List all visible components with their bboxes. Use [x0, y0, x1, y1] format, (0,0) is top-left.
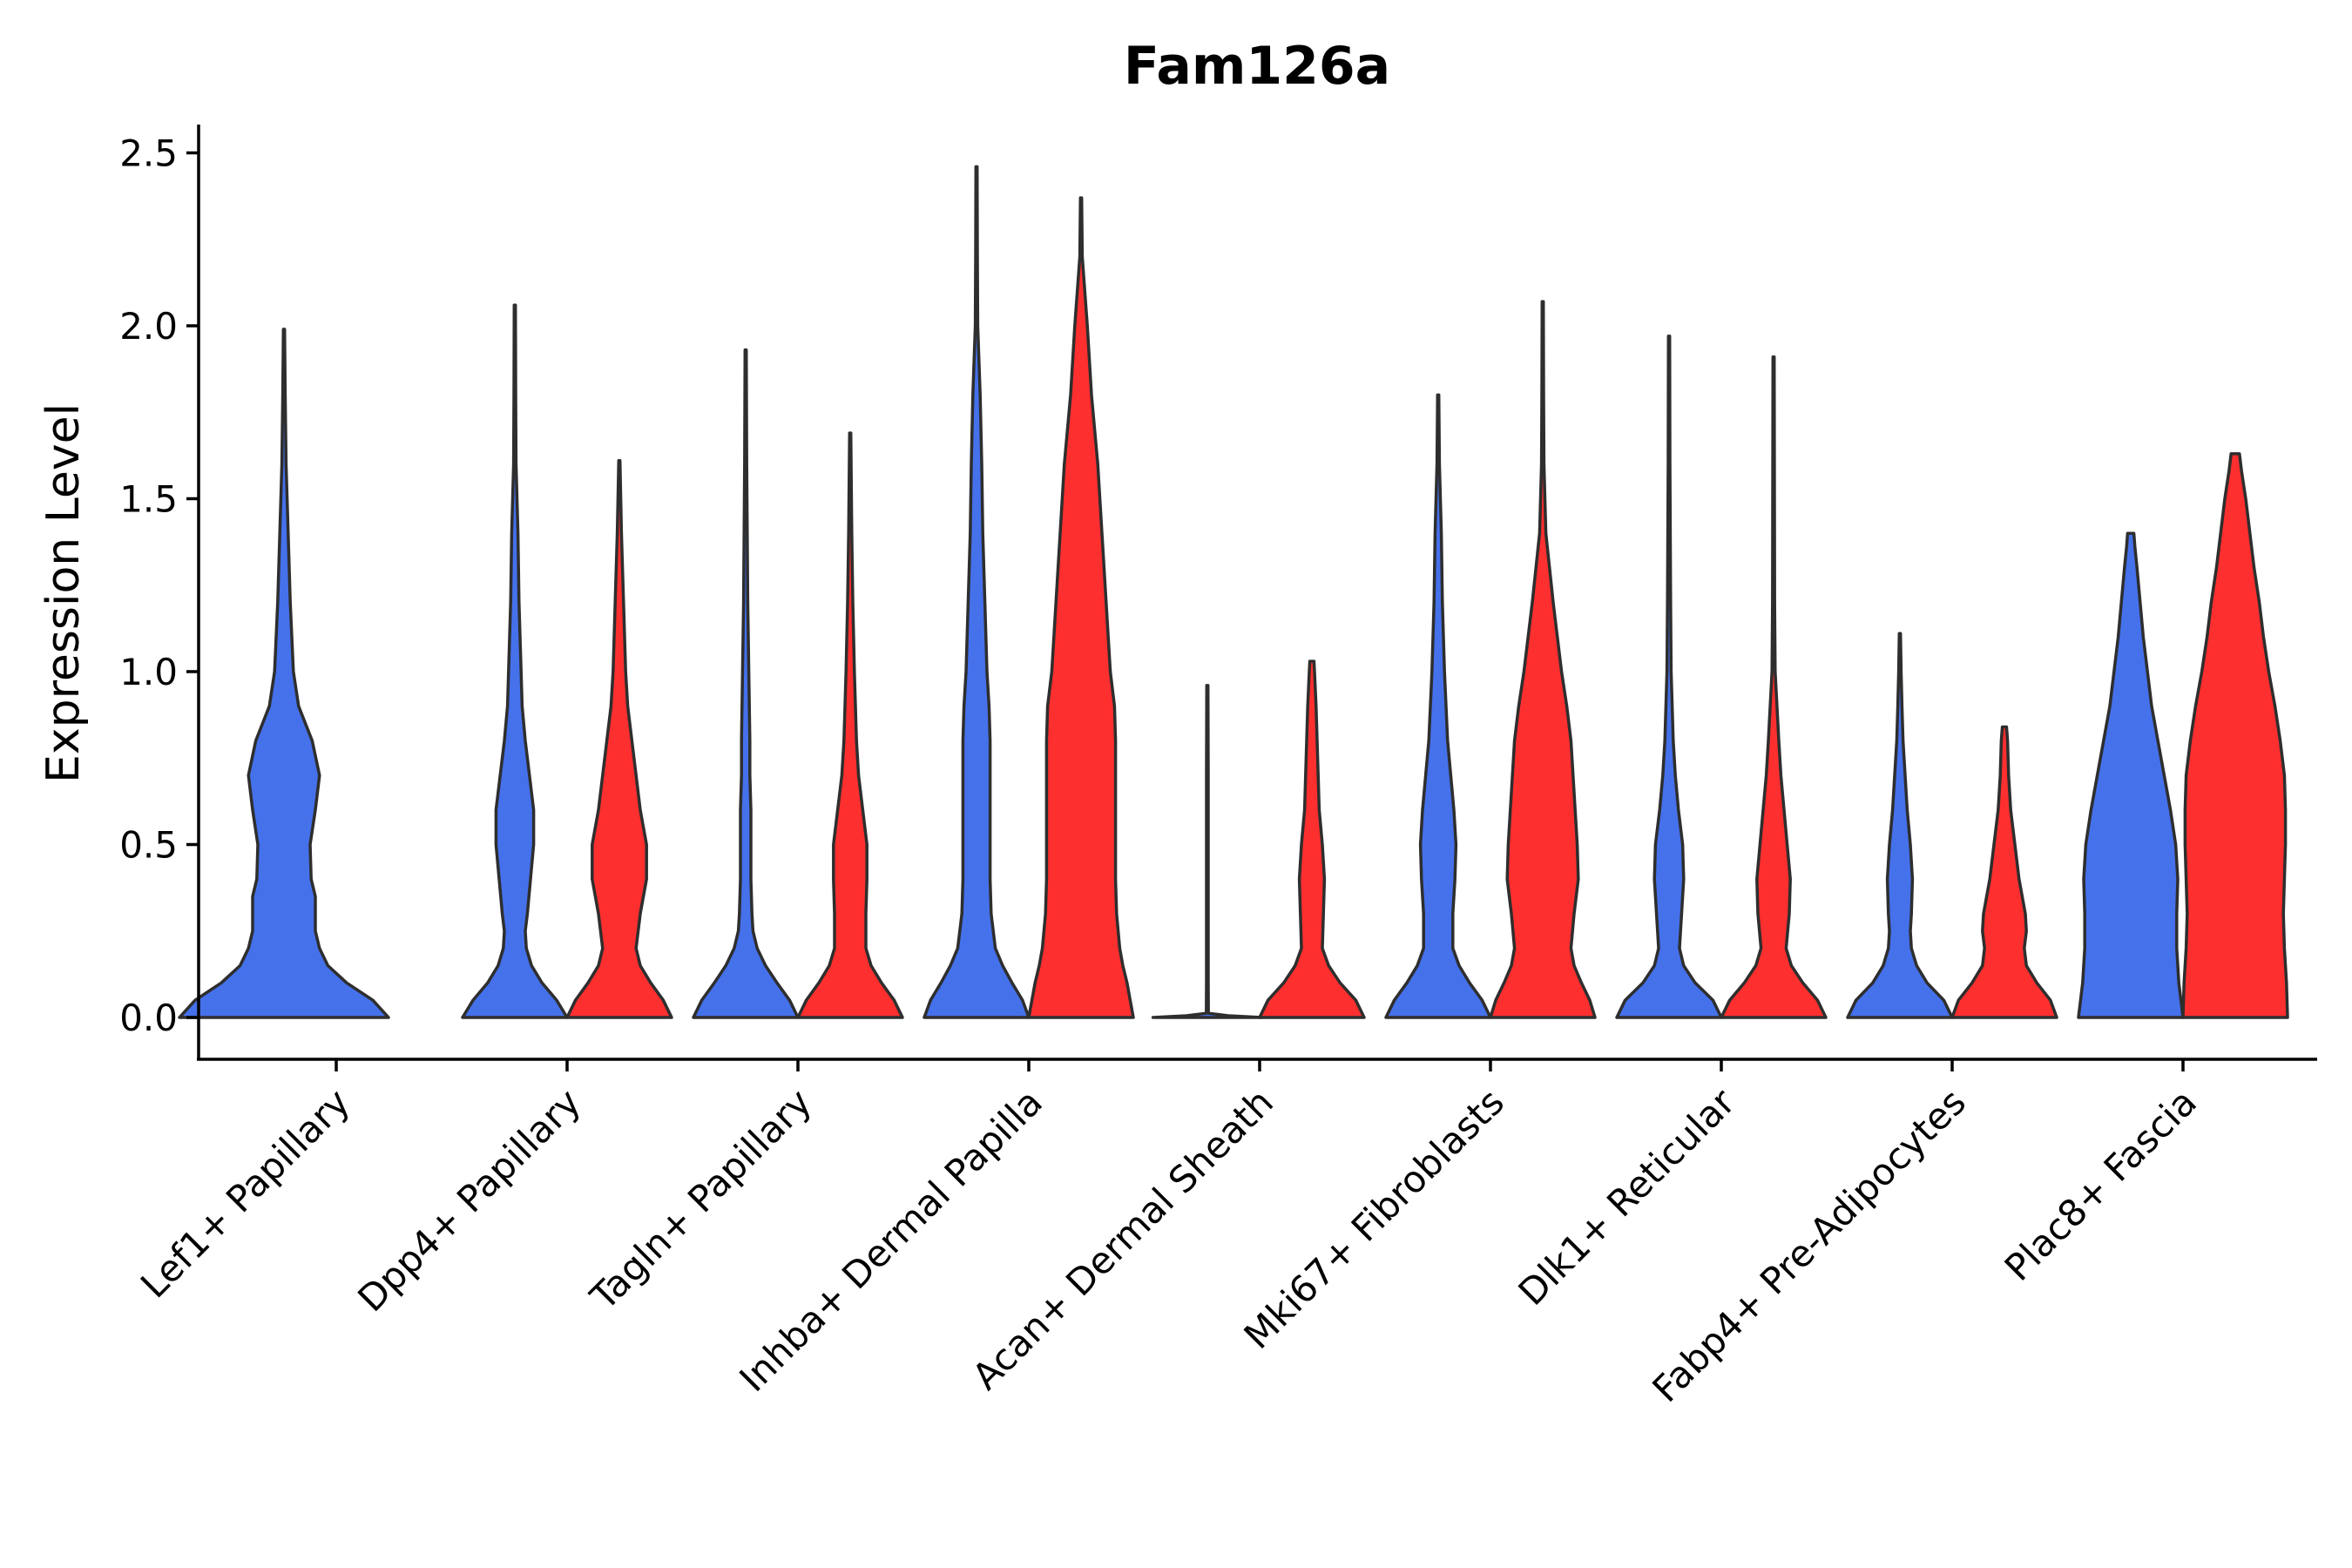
- y-axis-label: Expression Level: [37, 403, 90, 783]
- violin-group-1-5: [1151, 684, 1264, 1019]
- y-axis-ticks: 0.0 0.5 1.0 1.5 2.0 2.5: [119, 132, 199, 1039]
- y-tick-label: 2.0: [119, 305, 178, 348]
- x-tick-label: Dpp4+ Papillary: [349, 1080, 589, 1320]
- y-tick-label: 1.5: [119, 478, 178, 521]
- x-tick-label: Dlk1+ Reticular: [1511, 1080, 1744, 1314]
- violin-group-1-8: [1846, 632, 1954, 1019]
- violin-group-2-9: [2181, 452, 2289, 1019]
- violin-group-2-6: [1489, 300, 1597, 1019]
- y-tick-label: 1.0: [119, 651, 178, 693]
- violin-layer: [178, 165, 2289, 1019]
- violin-group-1-4: [923, 165, 1031, 1019]
- x-tick-label: Lef1+ Papillary: [132, 1080, 358, 1306]
- violin-group-2-4: [1027, 196, 1135, 1019]
- y-tick-label: 0.0: [119, 997, 178, 1039]
- violin-group-2-5: [1258, 659, 1366, 1019]
- y-tick-label: 0.5: [119, 824, 178, 867]
- violin-group-2-3: [796, 431, 904, 1019]
- violin-group-1-6: [1384, 393, 1492, 1019]
- x-tick-label: Tagln+ Papillary: [582, 1080, 820, 1318]
- violin-group-1-2: [461, 303, 569, 1019]
- violin-group-2-7: [1720, 355, 1828, 1019]
- violin-group-1-1: [178, 328, 390, 1019]
- y-tick-label: 2.5: [119, 132, 178, 175]
- violin-group-2-2: [565, 459, 673, 1019]
- violin-group-1-3: [692, 348, 800, 1019]
- x-tick-label: Plac8+ Fascia: [1997, 1080, 2205, 1288]
- violin-group-1-9: [2077, 531, 2185, 1019]
- violin-group-1-7: [1615, 335, 1723, 1019]
- chart-title: Fam126a: [1124, 36, 1390, 97]
- violin-group-2-8: [1950, 725, 2058, 1019]
- x-tick-label: Mki67+ Fibroblasts: [1236, 1080, 1512, 1356]
